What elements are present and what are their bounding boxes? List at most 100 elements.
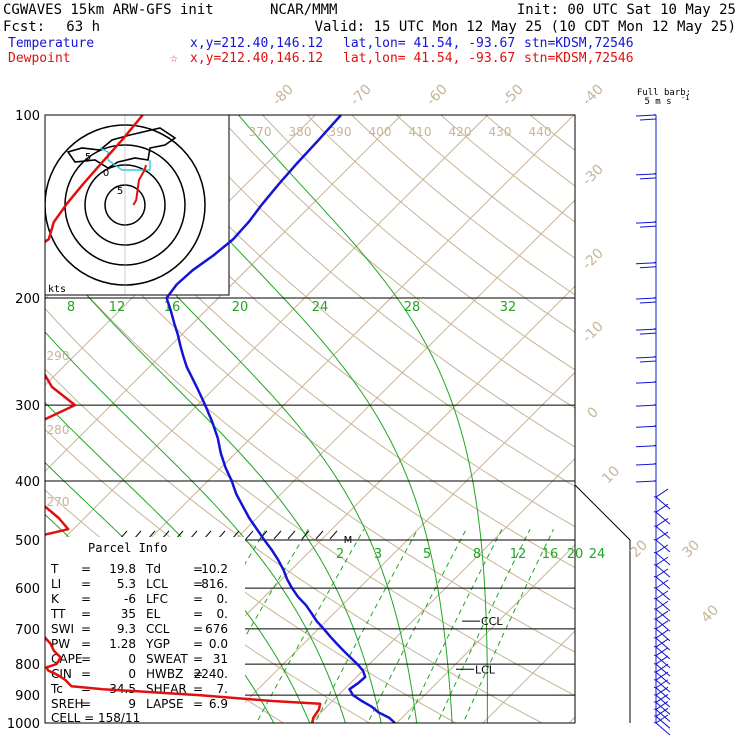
- wind-barb: [635, 355, 657, 363]
- barb-flag: [635, 221, 657, 224]
- barb-flag: [635, 262, 657, 265]
- wind-barb: [635, 463, 657, 466]
- parcel-key: TT: [50, 607, 66, 621]
- theta-left-label: 270: [47, 495, 70, 509]
- hatch-mark: [315, 530, 324, 540]
- parcel-eq: =: [81, 697, 91, 711]
- isotherm-label: 10: [599, 463, 623, 487]
- dry-adiabat-line: [45, 122, 575, 569]
- parcel-value-2: 0.: [217, 592, 228, 606]
- parcel-key-2: EL: [146, 607, 161, 621]
- hatch-mark: [301, 530, 310, 540]
- frame-extension: [574, 484, 631, 723]
- barb-flag: [635, 297, 657, 300]
- isotherm-label: -60: [423, 81, 450, 108]
- dry-adiabat-line: [45, 307, 575, 697]
- isotherm-line: [223, 371, 575, 723]
- isotherm-label: -40: [579, 81, 606, 108]
- isotherm-label: -70: [347, 81, 374, 108]
- theta-label: 390: [329, 125, 352, 139]
- barb-flag: [635, 328, 657, 331]
- barb-flag: [635, 381, 657, 384]
- plot-frame: [44, 114, 576, 724]
- isotherm-line: [482, 630, 575, 723]
- wind-barbs: [635, 114, 671, 736]
- wind-barb: [635, 114, 657, 121]
- parcel-value-2: 6.9: [209, 697, 228, 711]
- barb-flag: [655, 715, 671, 729]
- barb-flag: [655, 693, 669, 703]
- parcel-eq: =: [81, 577, 91, 591]
- barb-flag: [639, 118, 657, 121]
- barb-flag: [655, 663, 669, 673]
- model-title: CGWAVES 15km ARW-GFS init: [3, 2, 214, 18]
- parcel-key-2: Td: [145, 562, 161, 576]
- isotherm-label: 30: [679, 537, 703, 561]
- org-title: NCAR/MMM: [270, 2, 337, 18]
- mixing-ratio-label: 12: [510, 547, 527, 562]
- dry-adiabat-line: [573, 115, 575, 116]
- mixing-ratio-line: [255, 528, 365, 723]
- wind-barb: [635, 172, 657, 180]
- parcel-eq-2: =: [193, 562, 203, 576]
- barb-flag: [655, 638, 669, 648]
- hodograph-ring-label: 5: [117, 186, 123, 197]
- parcel-eq-2: =: [193, 577, 203, 591]
- dry-adiabat-line: [440, 115, 575, 223]
- isotherm-line: [395, 544, 575, 723]
- dry-adiabat-line: [45, 246, 575, 653]
- parcel-value-2: 816.: [201, 577, 228, 591]
- parcel-eq-2: =: [193, 592, 203, 606]
- barb-flag: [635, 404, 657, 407]
- hodograph: kts 550: [44, 114, 230, 296]
- fcst-label: Fcst:: [3, 19, 45, 35]
- moist-adiabat-line: [45, 331, 347, 723]
- pressure-tick-label: 500: [15, 534, 40, 549]
- moist-label-top: 28: [404, 300, 421, 315]
- mixing-ratio-label: 24: [589, 547, 606, 562]
- theta-label: 370: [249, 125, 272, 139]
- hodograph-ring-label: 5: [85, 152, 91, 163]
- barb-flag: [655, 544, 669, 554]
- theta-label: 440: [529, 125, 552, 139]
- isotherm-label: -50: [499, 81, 526, 108]
- dry-adiabat-line: [127, 115, 575, 488]
- barb-flag: [655, 556, 669, 566]
- theta-left-label: 290: [47, 349, 70, 363]
- parcel-key: SREH: [51, 697, 84, 711]
- barb-flag: [635, 114, 657, 117]
- barb-flag: [655, 488, 669, 498]
- mixing-ratio-line: [462, 528, 554, 723]
- dry-adiabat-line: [484, 115, 575, 187]
- sounding-traces: [45, 115, 396, 723]
- hodograph-state-outline: [99, 147, 151, 171]
- theta-label: 430: [489, 125, 512, 139]
- isotherm-line: [568, 716, 575, 723]
- isotherm-label: -30: [579, 161, 606, 188]
- legend-dewpoint-xy: x,y=212.40,146.12: [190, 51, 323, 66]
- hatch-mark: [245, 530, 254, 540]
- moist-label-top: 20: [232, 300, 249, 315]
- dry-adiabat-line: [261, 115, 575, 371]
- init-time: Init: 00 UTC Sat 10 May 25: [517, 2, 736, 18]
- isotherm-label: -20: [579, 245, 606, 272]
- barb-flag: [635, 173, 657, 176]
- wind-barb: [635, 297, 657, 304]
- parcel-value: -6: [124, 592, 136, 606]
- barb-flag: [639, 177, 657, 180]
- moist-label-top: 24: [312, 300, 329, 315]
- pressure-tick-label: 1000: [7, 717, 40, 732]
- parcel-value-2: 2240.: [194, 667, 228, 681]
- barb-flag: [635, 425, 657, 428]
- hatch-mark: [287, 530, 296, 540]
- barb-flag: [655, 646, 671, 660]
- parcel-value: 1.28: [109, 637, 136, 651]
- hodograph-units: kts: [48, 284, 66, 295]
- barb-flag: [655, 531, 669, 541]
- barb-flag: [655, 526, 671, 539]
- dry-adiabat-line: [45, 368, 544, 723]
- valid-time: Valid: 15 UTC Mon 12 May 25 (10 CDT Mon …: [315, 19, 736, 35]
- wind-barb: [635, 328, 657, 335]
- parcel-eq-2: =: [193, 622, 203, 636]
- barb-flag: [655, 679, 669, 689]
